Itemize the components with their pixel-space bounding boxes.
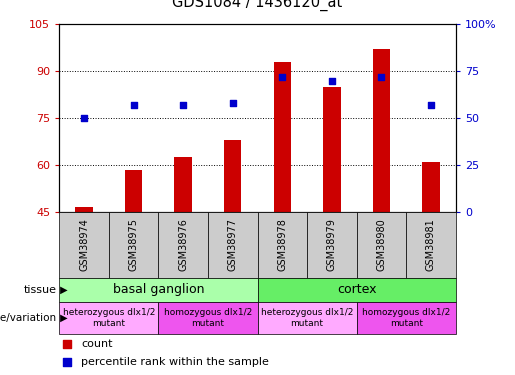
- Text: heterozygous dlx1/2
mutant: heterozygous dlx1/2 mutant: [261, 308, 353, 327]
- Point: [377, 74, 386, 80]
- Bar: [109, 212, 159, 278]
- Bar: [158, 302, 258, 334]
- Point: [427, 102, 435, 108]
- Text: GSM38980: GSM38980: [376, 218, 386, 271]
- Text: basal ganglion: basal ganglion: [113, 283, 204, 296]
- Point: [229, 100, 237, 106]
- Bar: [356, 212, 406, 278]
- Text: count: count: [81, 339, 113, 349]
- Point: [278, 74, 286, 80]
- Bar: [258, 278, 456, 302]
- Text: GDS1084 / 1436120_at: GDS1084 / 1436120_at: [173, 0, 342, 11]
- Point: [129, 102, 138, 108]
- Bar: [258, 212, 307, 278]
- Point: [63, 341, 71, 347]
- Text: ▶: ▶: [57, 285, 68, 295]
- Text: GSM38974: GSM38974: [79, 218, 89, 271]
- Text: percentile rank within the sample: percentile rank within the sample: [81, 357, 269, 367]
- Text: GSM38981: GSM38981: [426, 218, 436, 271]
- Point: [63, 359, 71, 365]
- Text: GSM38978: GSM38978: [277, 218, 287, 271]
- Bar: [224, 140, 242, 212]
- Text: GSM38975: GSM38975: [129, 218, 139, 271]
- Bar: [159, 212, 208, 278]
- Text: GSM38976: GSM38976: [178, 218, 188, 271]
- Text: cortex: cortex: [337, 283, 376, 296]
- Point: [328, 78, 336, 84]
- Bar: [59, 302, 158, 334]
- Bar: [75, 207, 93, 212]
- Point: [179, 102, 187, 108]
- Bar: [373, 50, 390, 212]
- Bar: [125, 170, 142, 212]
- Text: heterozygous dlx1/2
mutant: heterozygous dlx1/2 mutant: [63, 308, 155, 327]
- Bar: [273, 62, 291, 212]
- Bar: [307, 212, 356, 278]
- Text: homozygous dlx1/2
mutant: homozygous dlx1/2 mutant: [362, 308, 450, 327]
- Bar: [406, 212, 456, 278]
- Text: genotype/variation: genotype/variation: [0, 313, 57, 323]
- Text: tissue: tissue: [24, 285, 57, 295]
- Bar: [323, 87, 340, 212]
- Bar: [59, 212, 109, 278]
- Text: GSM38979: GSM38979: [327, 218, 337, 271]
- Bar: [356, 302, 456, 334]
- Bar: [258, 302, 356, 334]
- Text: homozygous dlx1/2
mutant: homozygous dlx1/2 mutant: [164, 308, 252, 327]
- Bar: [59, 278, 258, 302]
- Text: GSM38977: GSM38977: [228, 218, 238, 271]
- Bar: [422, 162, 440, 212]
- Text: ▶: ▶: [57, 313, 68, 323]
- Point: [80, 115, 88, 121]
- Bar: [175, 157, 192, 212]
- Bar: [208, 212, 258, 278]
